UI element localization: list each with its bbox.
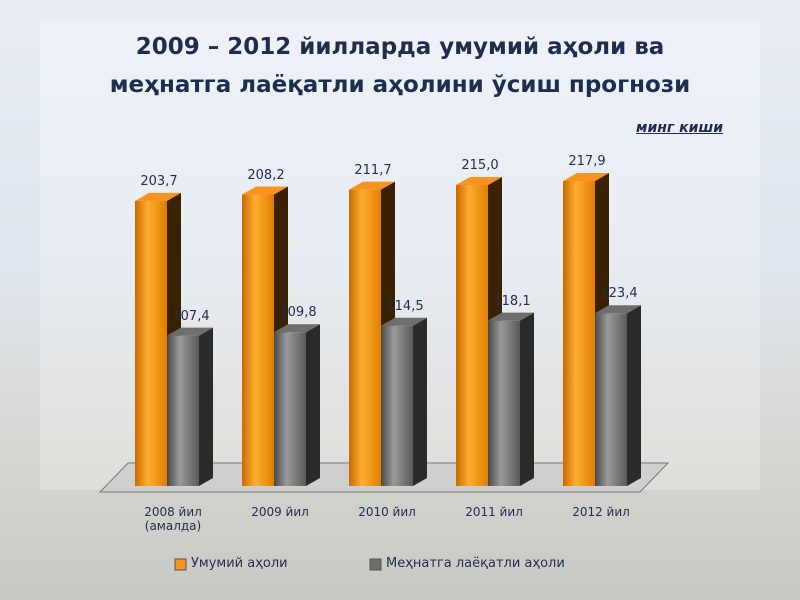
value-label: 208,2: [247, 167, 285, 183]
x-tick-label: 2011 йил: [465, 505, 523, 519]
value-label: 107,4: [172, 308, 210, 324]
legend-swatch: [369, 558, 382, 571]
bar: [242, 194, 274, 486]
value-label: 123,4: [600, 286, 638, 302]
bar-top: [349, 181, 395, 190]
bar: [488, 320, 520, 486]
title-line: 2009 – 2012 йилларда умумий аҳоли ва: [135, 34, 665, 60]
bar-side: [627, 305, 641, 486]
bar-top: [595, 305, 641, 314]
legend-label: Умумий аҳоли: [191, 556, 288, 571]
x-tick-label: 2008 йил (амалда): [144, 505, 202, 533]
bar: [349, 189, 381, 486]
value-label: 211,7: [354, 162, 392, 178]
value-label: 118,1: [493, 293, 531, 309]
bar-top: [381, 317, 427, 326]
bar: [595, 313, 627, 486]
x-tick-label: 2009 йил: [251, 505, 309, 519]
bar-top: [242, 186, 288, 195]
bar-top: [456, 177, 502, 185]
bar: [563, 180, 595, 486]
bar: [381, 325, 413, 486]
bar-top: [563, 172, 609, 181]
bar-top: [135, 192, 181, 201]
bar-top: [274, 324, 320, 333]
x-tick-label: 2010 йил: [358, 505, 416, 519]
value-label: 217,9: [568, 153, 606, 169]
legend-swatch: [174, 558, 187, 571]
bar-side: [199, 327, 213, 486]
bar: [135, 200, 167, 486]
title-line: меҳнатга лаёқатли аҳолини ўсиш прогнози: [109, 72, 691, 98]
value-label: 203,7: [140, 173, 178, 189]
title: 2009 – 2012 йилларда умумий аҳоли ва меҳ…: [0, 28, 800, 104]
bar-top: [167, 327, 213, 336]
bar: [274, 332, 306, 486]
value-label: 215,0: [461, 158, 499, 173]
legend-label: Меҳнатга лаёқатли аҳоли: [386, 556, 565, 571]
bar-side: [306, 324, 320, 486]
bar: [167, 335, 199, 486]
x-tick-label: 2012 йил: [572, 505, 630, 519]
bar: [456, 185, 488, 486]
value-label: 109,8: [279, 305, 317, 321]
value-label: 114,5: [386, 298, 424, 314]
bar-side: [413, 317, 427, 486]
bar-top: [488, 312, 534, 321]
bar-side: [520, 312, 534, 486]
unit-label: минг киши: [636, 120, 724, 136]
